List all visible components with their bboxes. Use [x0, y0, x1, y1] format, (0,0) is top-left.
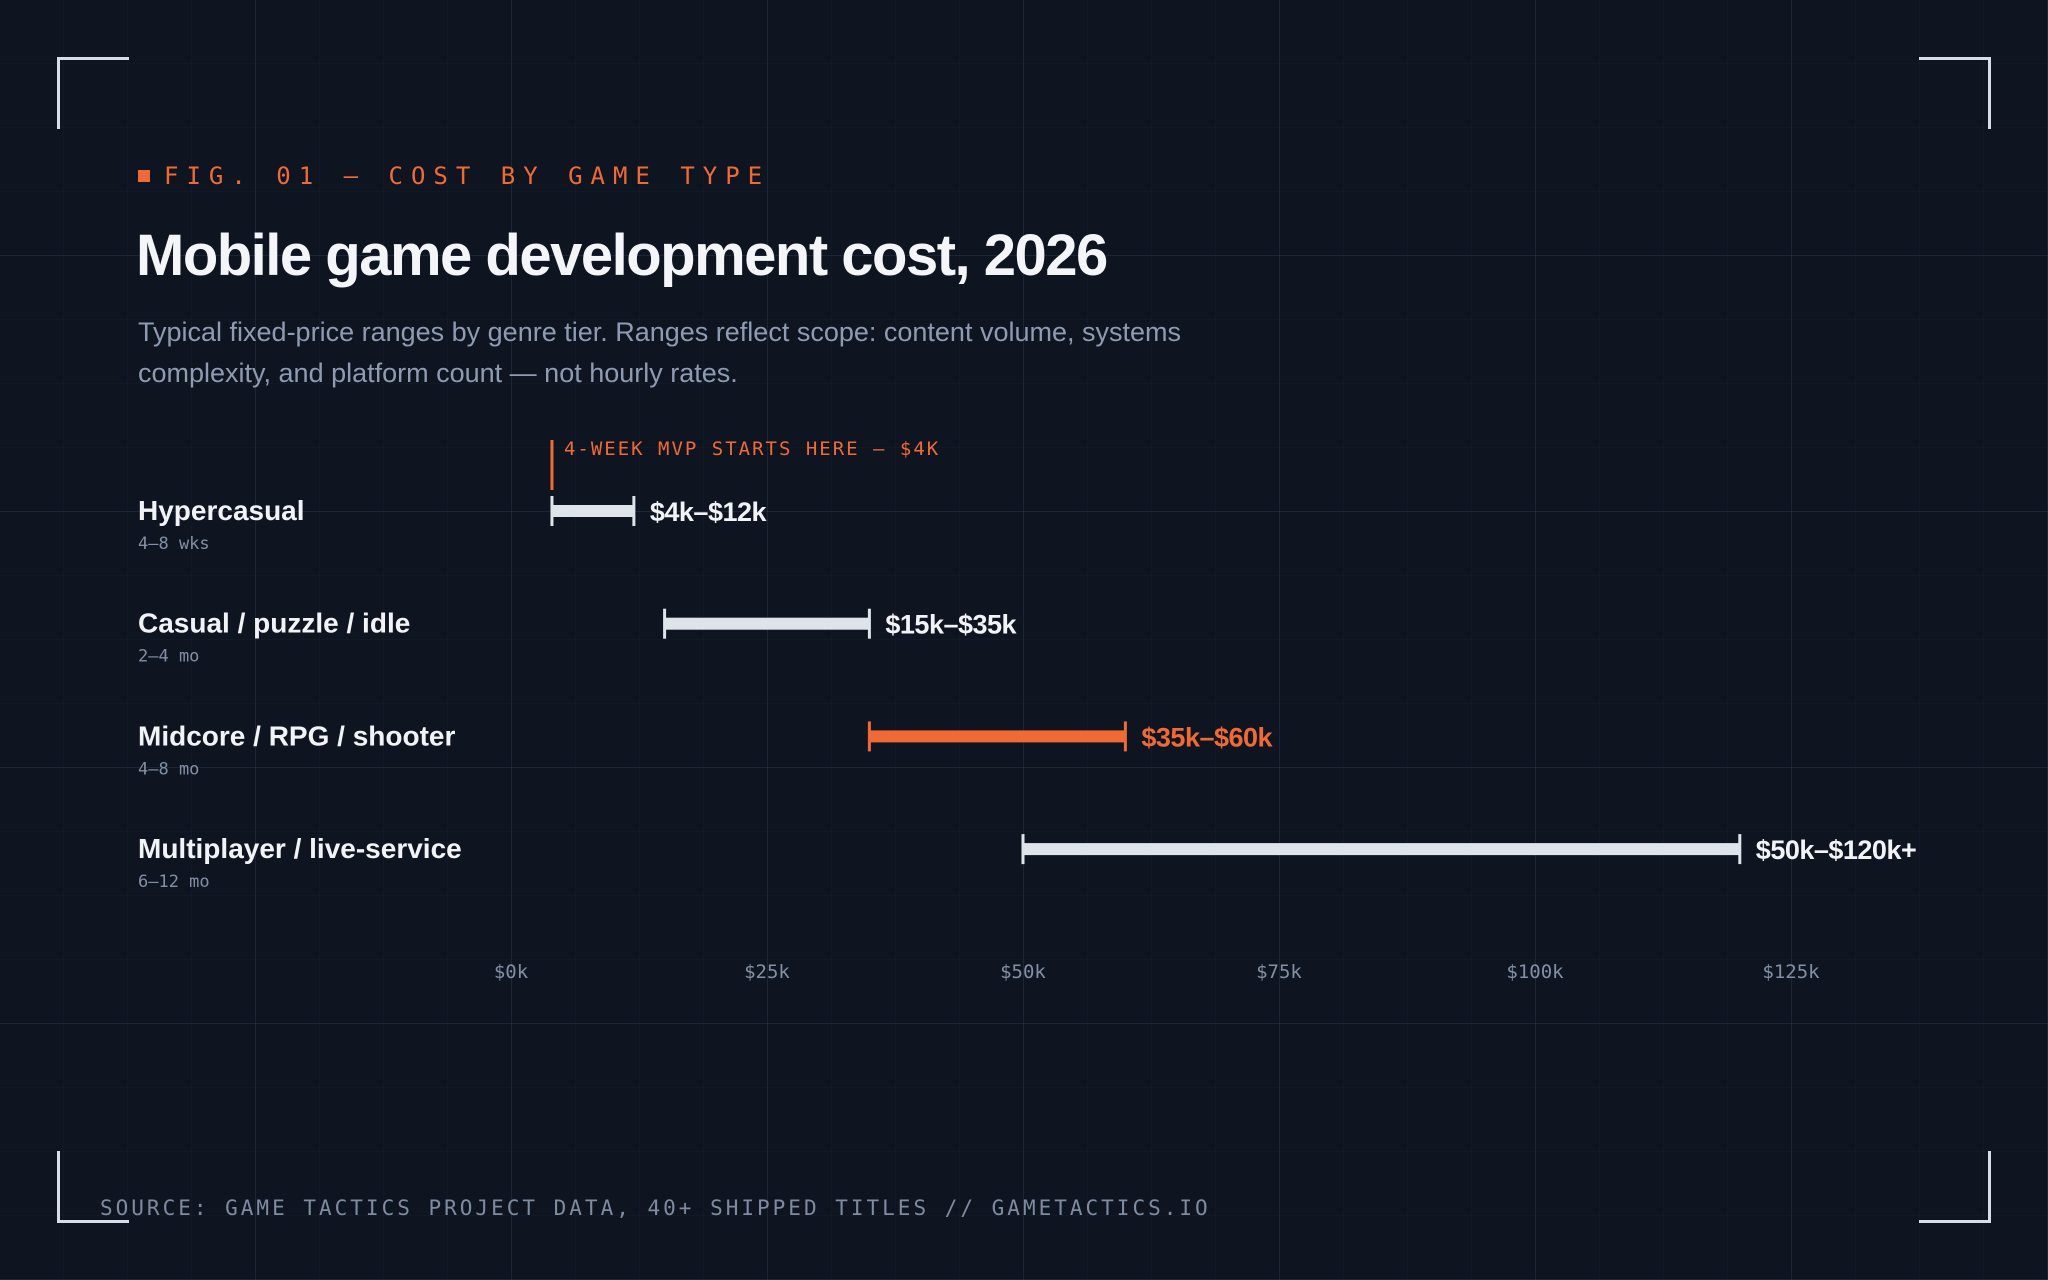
corner-bracket-bottom-left [57, 1151, 129, 1223]
range-bar [869, 730, 1126, 743]
range-value-label: $50k–$120k+ [1756, 835, 1916, 865]
figure-label-text: FIG. 01 — COST BY GAME TYPE [164, 162, 771, 190]
row-label: Midcore / RPG / shooter [138, 720, 455, 751]
source-note: SOURCE: GAME TACTICS PROJECT DATA, 40+ S… [100, 1196, 1211, 1220]
corner-bracket-bottom-right [1919, 1151, 1991, 1223]
row-duration: 4–8 wks [138, 534, 210, 554]
x-tick-label: $50k [1000, 961, 1046, 983]
chart-title: Mobile game development cost, 2026 [136, 223, 1108, 288]
row-label: Multiplayer / live-service [138, 833, 462, 864]
row-duration: 2–4 mo [138, 647, 199, 667]
row-duration: 4–8 mo [138, 759, 199, 779]
x-tick-label: $75k [1256, 961, 1302, 983]
square-bullet-icon [138, 170, 150, 182]
row-label: Casual / puzzle / idle [138, 608, 410, 639]
range-bar [551, 505, 634, 517]
range-value-label: $4k–$12k [650, 497, 768, 527]
corner-bracket-top-right [1919, 57, 1991, 129]
x-tick-label: $0k [494, 961, 529, 983]
annotation-text: 4-WEEK MVP STARTS HERE — $4K [564, 438, 940, 460]
row-duration: 6–12 mo [138, 872, 210, 892]
range-value-label: $15k–$35k [885, 610, 1017, 640]
figure-label: FIG. 01 — COST BY GAME TYPE [138, 162, 770, 190]
chart-subtitle: Typical fixed-price ranges by genre tier… [138, 317, 1181, 388]
range-bar [664, 617, 870, 630]
range-value-label: $35k–$60k [1141, 722, 1273, 752]
x-tick-label: $125k [1762, 961, 1820, 983]
row-label: Hypercasual [138, 495, 305, 526]
x-tick-label: $25k [744, 961, 790, 983]
corner-bracket-top-left [57, 57, 129, 129]
x-tick-label: $100k [1506, 961, 1564, 983]
range-bar [1023, 843, 1740, 856]
